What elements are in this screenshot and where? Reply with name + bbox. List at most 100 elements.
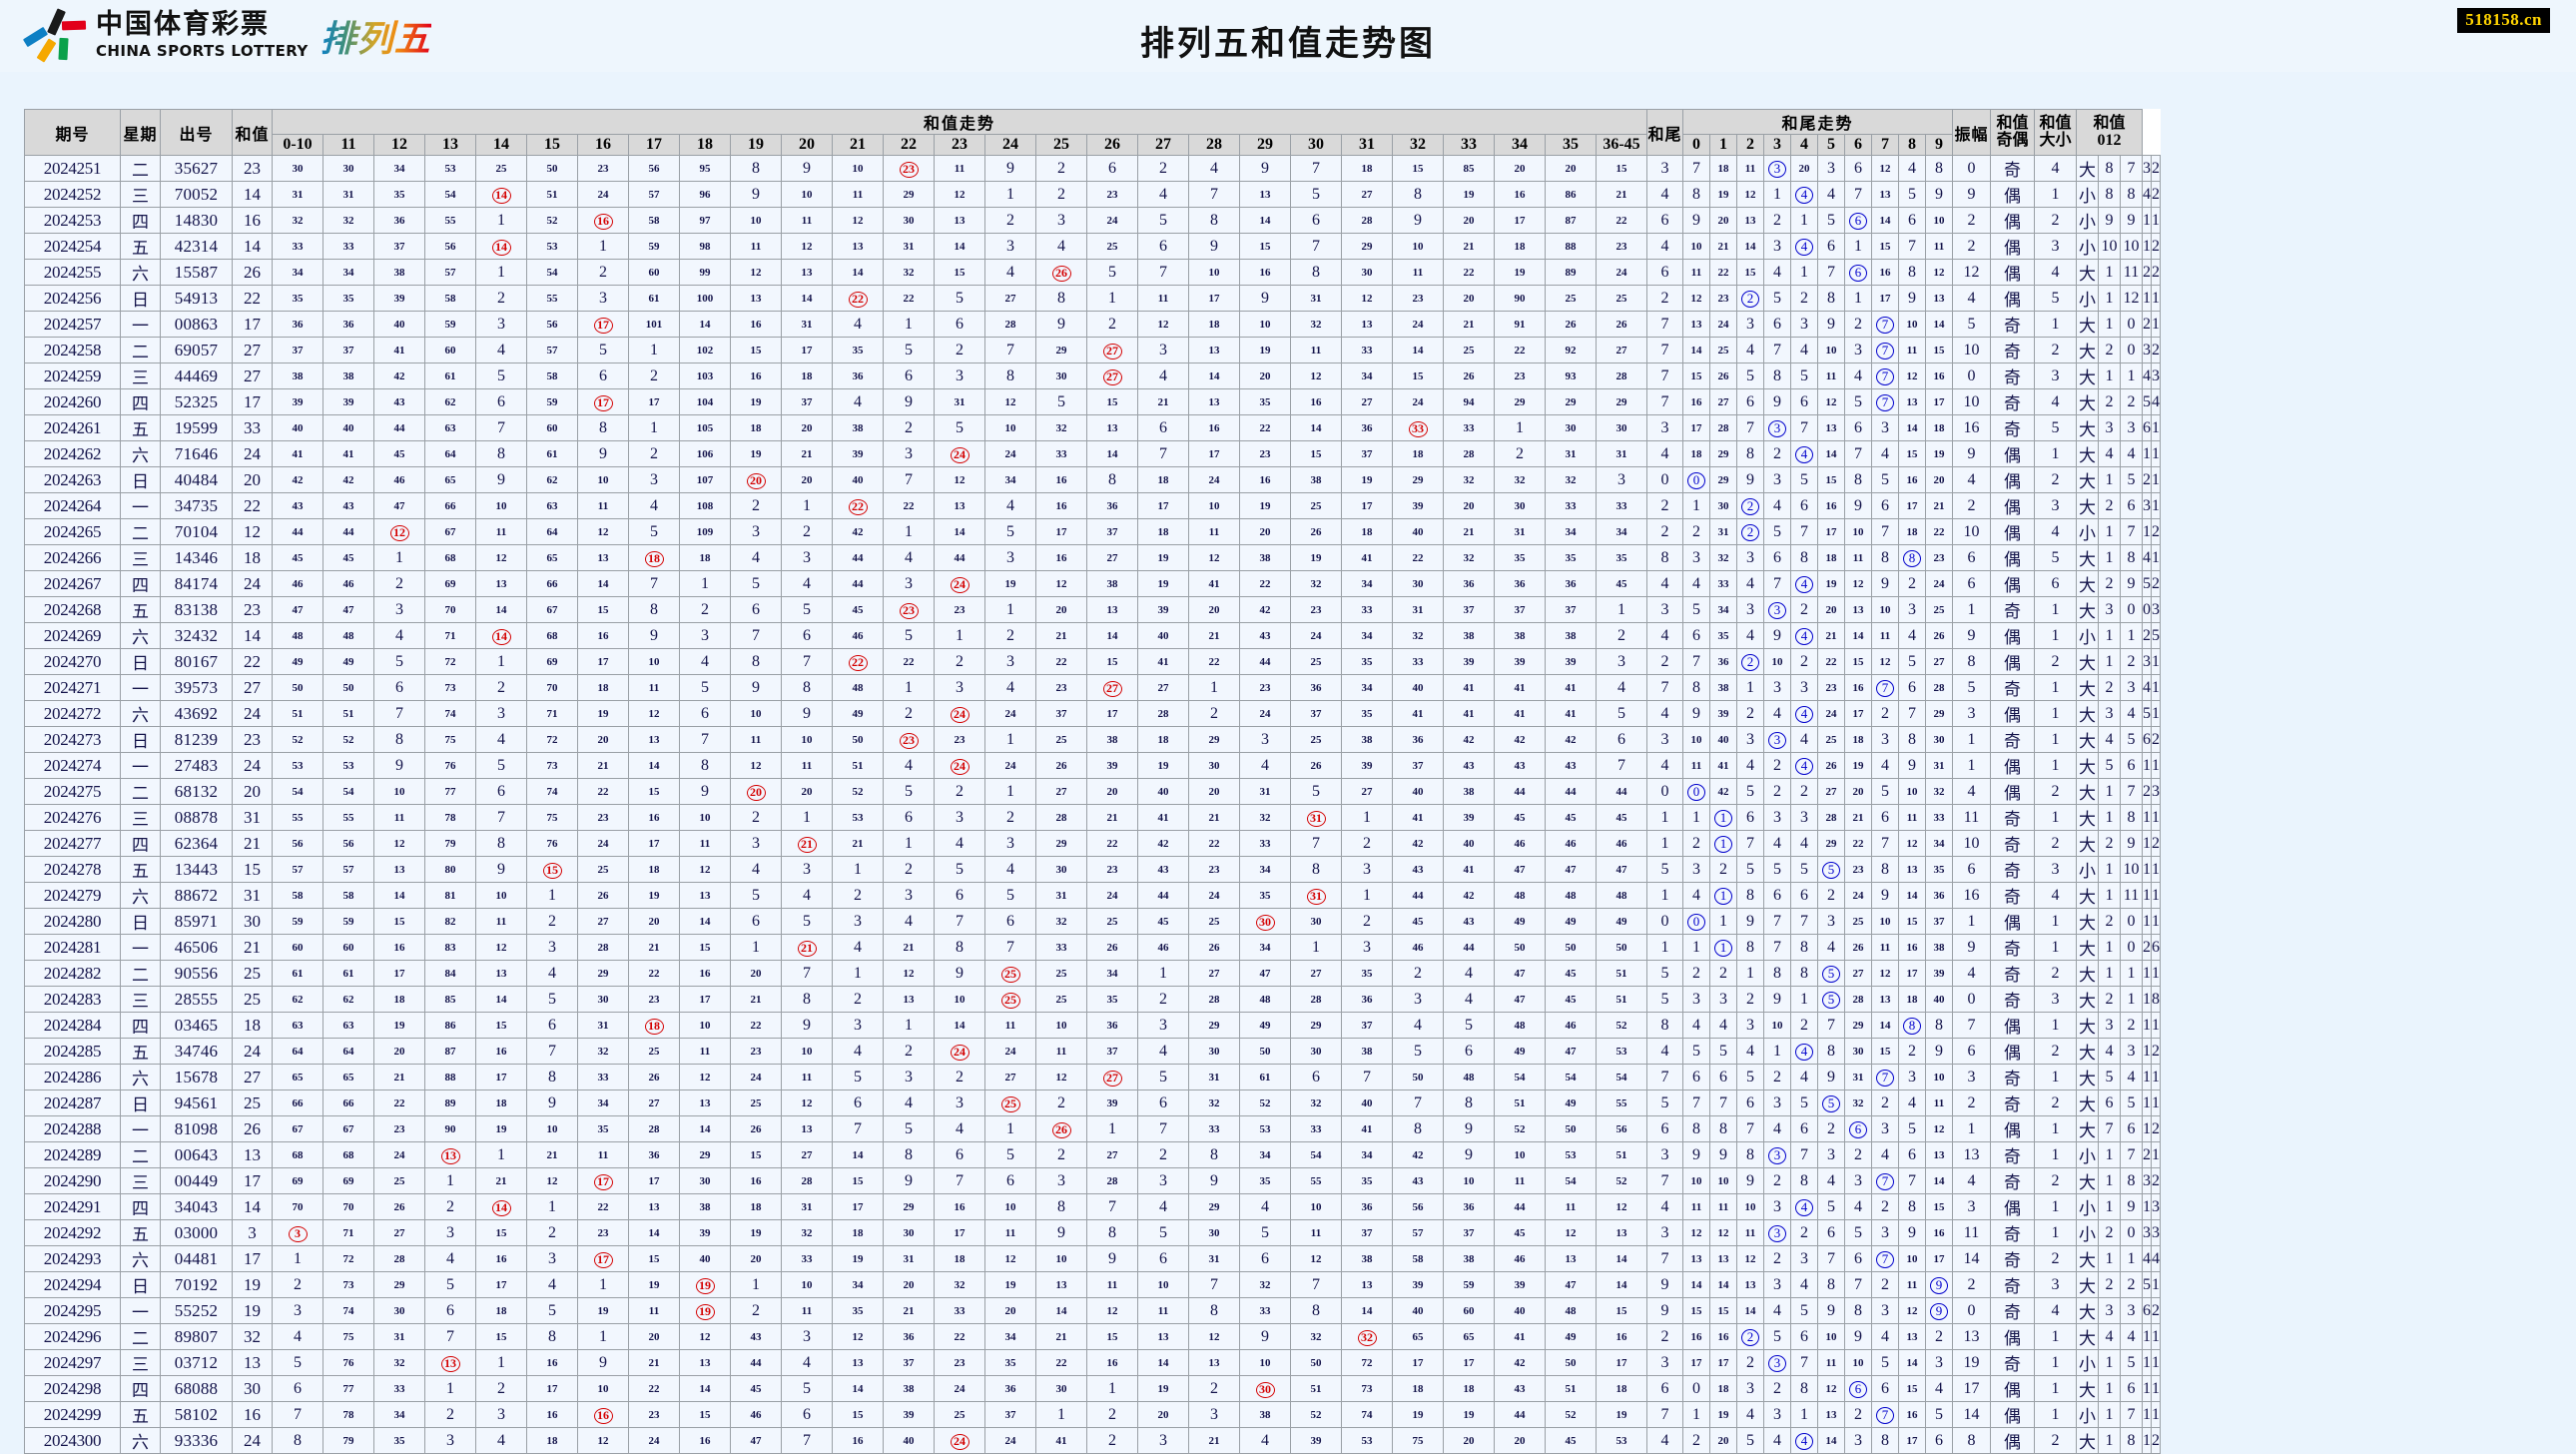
cell-sum-trend: 35	[1545, 544, 1597, 571]
cell-sum-trend: 44	[373, 414, 425, 441]
cell-size: 小	[2076, 181, 2099, 208]
cell-sum-trend: 36	[373, 207, 425, 234]
table-row[interactable]: 2024259 三 44469 27 38 38 42 61 5 58 6 2 103 16 18 36 6 3 8…	[24, 363, 2161, 389]
header-sum-col-35: 35	[1545, 134, 1597, 156]
table-row[interactable]: 2024289 二 00643 13 68 68 24 13 1 21 11 36 29 15 27 14 8 6…	[24, 1141, 2161, 1168]
cell-tail-trend: 3	[1790, 804, 1818, 831]
table-row[interactable]: 2024291 四 34043 14 70 70 26 2 14 1 22 13 38 18 31 17 29 1…	[24, 1193, 2161, 1220]
cell-code: 03465	[160, 1012, 233, 1039]
cell-tail-trend-hit: 2	[1736, 648, 1764, 675]
table-row[interactable]: 2024258 二 69057 27 37 37 41 60 4 57 5 1 102 15 17 35 5 2 7…	[24, 337, 2161, 364]
cell-sum: 19	[232, 1297, 273, 1324]
table-row[interactable]: 2024262 六 71646 24 41 41 45 64 8 61 9 2 106 19 21 39 3 24…	[24, 440, 2161, 467]
cell-parity-miss: 3	[2034, 856, 2077, 883]
cell-sum-trend: 9	[679, 778, 731, 805]
table-row[interactable]: 2024263 日 40484 20 42 42 46 65 9 62 10 3 107 20 20 40 7 1…	[24, 466, 2161, 493]
table-row[interactable]: 2024256 日 54913 22 35 35 39 58 2 55 3 61 100 13 14 22 22…	[24, 285, 2161, 312]
cell-sum-trend: 10	[832, 155, 884, 182]
cell-tail-trend: 15	[1898, 440, 1926, 467]
table-row[interactable]: 2024269 六 32432 14 48 48 4 71 14 68 16 9 3 7 6 46 5 1 2 21 1…	[24, 622, 2161, 649]
table-row[interactable]: 2024297 三 03712 13 5 76 32 13 1 16 9 21 13 44 4 13 37 23 3…	[24, 1349, 2161, 1376]
cell-sum-trend: 105	[679, 414, 731, 441]
table-row[interactable]: 2024283 三 28555 25 62 62 18 85 14 5 30 23 17 21 8 2 13 10…	[24, 986, 2161, 1013]
table-row[interactable]: 2024278 五 13443 15 57 57 13 80 9 15 25 18 12 4 3 1 2 5 4 30…	[24, 856, 2161, 883]
cell-012-0: 6	[2120, 492, 2143, 519]
cell-sum-trend: 7	[1341, 1064, 1393, 1090]
table-row[interactable]: 2024295 一 55252 19 3 74 30 6 18 5 19 11 19 2 11 35 21 33 2…	[24, 1297, 2161, 1324]
cell-sum-trend: 2	[832, 986, 884, 1013]
table-row[interactable]: 2024294 日 70192 19 2 73 29 5 17 4 1 19 19 1 10 34 20 32 19…	[24, 1271, 2161, 1298]
table-row[interactable]: 2024272 六 43692 24 51 51 7 74 3 71 19 12 6 10 9 49 2 24 24…	[24, 700, 2161, 727]
cell-parity-miss: 2	[2034, 1090, 2077, 1116]
table-row[interactable]: 2024299 五 58102 16 7 78 34 2 3 16 16 23 15 46 6 15 39 25 3…	[24, 1401, 2161, 1428]
table-row[interactable]: 2024270 日 80167 22 49 49 5 72 1 69 17 10 4 8 7 22 22 2 3 22…	[24, 648, 2161, 675]
table-row[interactable]: 2024284 四 03465 18 63 63 19 86 15 6 31 18 10 22 9 3 1 14 1…	[24, 1012, 2161, 1039]
table-row[interactable]: 2024264 一 34735 22 43 43 47 66 10 63 11 4 108 2 1 22 22 1…	[24, 492, 2161, 519]
table-row[interactable]: 2024293 六 04481 17 1 72 28 4 16 3 17 15 40 20 33 19 31 18…	[24, 1245, 2161, 1272]
cell-sum-trend: 12	[832, 1323, 884, 1350]
table-row[interactable]: 2024268 五 83138 23 47 47 3 70 14 67 15 8 2 6 5 45 23 23 1 2…	[24, 596, 2161, 623]
table-row[interactable]: 2024279 六 88672 31 58 58 14 81 10 1 26 19 13 5 4 2 3 6 5 31…	[24, 882, 2161, 909]
table-row[interactable]: 2024255 六 15587 26 34 34 38 57 1 54 2 60 99 12 13 14 32 1…	[24, 259, 2161, 286]
table-row[interactable]: 2024265 二 70104 12 44 44 12 67 11 64 12 5 109 3 2 42 1 14…	[24, 518, 2161, 545]
cell-sum: 24	[232, 1038, 273, 1065]
cell-sum-trend: 7	[883, 466, 935, 493]
table-row[interactable]: 2024260 四 52325 17 39 39 43 62 6 59 17 17 104 19 37 4 9 3…	[24, 388, 2161, 415]
table-row[interactable]: 2024276 三 08878 31 55 55 11 78 7 75 23 16 10 2 1 53 6 3 2 2…	[24, 804, 2161, 831]
table-row[interactable]: 2024252 三 70052 14 31 31 35 54 14 51 24 57 96 9 10 11 29…	[24, 181, 2161, 208]
cell-012-1: 1	[2142, 1090, 2152, 1116]
cell-sum-trend: 23	[1596, 233, 1647, 260]
table-row[interactable]: 2024300 六 93336 24 8 79 35 3 4 18 12 24 16 47 7 16 40 24 2…	[24, 1427, 2161, 1454]
table-row[interactable]: 2024287 日 94561 25 66 66 22 89 18 9 34 27 13 25 12 6 4 3 2…	[24, 1090, 2161, 1116]
table-row[interactable]: 2024275 二 68132 20 54 54 10 77 6 74 22 15 9 20 20 52 5 2 1…	[24, 778, 2161, 805]
table-row[interactable]: 2024251 二 35627 23 30 30 34 53 25 50 23 56 95 8 9 10 23 1…	[24, 155, 2161, 182]
table-row[interactable]: 2024296 二 89807 32 4 75 31 7 15 8 1 20 12 43 3 12 36 22 34…	[24, 1323, 2161, 1350]
table-row[interactable]: 2024292 五 03000 3 3 71 27 3 15 2 23 14 39 19 32 18 30 17 1…	[24, 1219, 2161, 1246]
table-row[interactable]: 2024280 日 85971 30 59 59 15 82 11 2 27 20 14 6 5 3 4 7 6 32…	[24, 908, 2161, 935]
cell-012-1: 1	[2142, 233, 2152, 260]
cell-sum-trend: 4	[628, 492, 680, 519]
table-row[interactable]: 2024277 四 62364 21 56 56 12 79 8 76 24 17 11 3 21 21 1 4 3…	[24, 830, 2161, 857]
cell-012-0: 1	[2120, 363, 2143, 389]
cell-sum-trend-hit: 24	[934, 1038, 985, 1065]
cell-sum-trend: 16	[934, 1193, 985, 1220]
cell-sum-trend: 34	[1239, 934, 1291, 961]
table-row[interactable]: 2024257 一 00863 17 36 36 40 59 3 56 17 101 14 16 31 4 1 6…	[24, 311, 2161, 338]
cell-parity: 偶	[1990, 207, 2035, 234]
cell-sum-trend: 12	[1290, 1245, 1342, 1272]
table-row[interactable]: 2024253 四 14830 16 32 32 36 55 1 52 16 58 97 10 11 12 30…	[24, 207, 2161, 234]
table-row[interactable]: 2024271 一 39573 27 50 50 6 73 2 70 18 11 5 9 8 48 1 3 4 23 2…	[24, 674, 2161, 701]
table-row[interactable]: 2024266 三 14346 18 45 45 1 68 12 65 13 18 18 4 3 44 4 44 3…	[24, 544, 2161, 571]
cell-sum-trend: 13	[781, 259, 833, 286]
table-row[interactable]: 2024273 日 81239 23 52 52 8 75 4 72 20 13 7 11 10 50 23 23…	[24, 726, 2161, 753]
cell-tail-trend: 18	[1844, 726, 1872, 753]
cell-size-miss: 9	[2098, 207, 2121, 234]
table-row[interactable]: 2024285 五 34746 24 64 64 20 87 16 7 32 25 11 23 10 4 2 24…	[24, 1038, 2161, 1065]
table-row[interactable]: 2024288 一 81098 26 67 67 23 90 19 10 35 28 14 26 13 7 5 4…	[24, 1115, 2161, 1142]
table-row[interactable]: 2024281 一 46506 21 60 60 16 83 12 3 28 21 15 1 21 4 21 8 7…	[24, 934, 2161, 961]
table-row[interactable]: 2024274 一 27483 24 53 53 9 76 5 73 21 14 8 12 11 51 4 24 2…	[24, 752, 2161, 779]
cell-tail-trend: 7	[1790, 1349, 1818, 1376]
table-row[interactable]: 2024267 四 84174 24 46 46 2 69 13 66 14 7 1 5 4 44 3 24 19 1…	[24, 570, 2161, 597]
cell-sum-trend: 2	[984, 804, 1036, 831]
table-row[interactable]: 2024254 五 42314 14 33 33 37 56 14 53 1 59 98 11 12 13 31…	[24, 233, 2161, 260]
table-row[interactable]: 2024282 二 90556 25 61 61 17 84 13 4 29 22 16 20 7 1 12 9 2…	[24, 960, 2161, 987]
cell-sum-trend: 62	[272, 986, 323, 1013]
cell-012-2: 2	[2151, 570, 2161, 597]
cell-sum-trend: 20	[1188, 778, 1240, 805]
table-row[interactable]: 2024290 三 00449 17 69 69 25 1 21 12 17 17 30 16 28 15 9 7…	[24, 1167, 2161, 1194]
cell-sum-trend: 5	[475, 752, 527, 779]
cell-sum-trend: 12	[1341, 285, 1393, 312]
cell-sum-trend: 34	[1086, 960, 1138, 987]
cell-012-0: 2	[2120, 1271, 2143, 1298]
cell-sum-trend: 3	[1341, 934, 1393, 961]
cell-tail-trend: 6	[1763, 311, 1791, 338]
table-row[interactable]: 2024286 六 15678 27 65 65 21 88 17 8 33 26 12 24 11 5 3 2 2…	[24, 1064, 2161, 1090]
cell-sum-trend: 3	[883, 882, 935, 909]
cell-tail-trend: 1	[1790, 207, 1818, 234]
table-row[interactable]: 2024261 五 19599 33 40 40 44 63 7 60 8 1 105 18 20 38 2 5 1…	[24, 414, 2161, 441]
cell-sum-trend: 4	[883, 1090, 935, 1116]
cell-sum-trend: 32	[1392, 622, 1444, 649]
cell-tail-trend: 8	[1790, 1375, 1818, 1402]
table-row[interactable]: 2024298 四 68088 30 6 77 33 1 2 17 10 22 14 45 5 14 38 24 3…	[24, 1375, 2161, 1402]
